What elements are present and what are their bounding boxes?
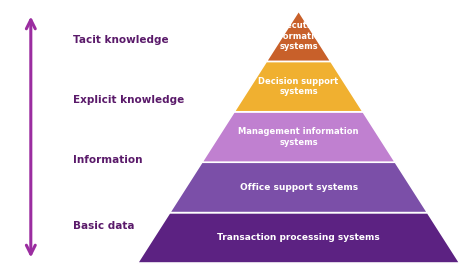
Polygon shape xyxy=(202,112,395,162)
Text: Explicit knowledge: Explicit knowledge xyxy=(73,95,185,105)
Text: Tacit knowledge: Tacit knowledge xyxy=(73,35,169,45)
Polygon shape xyxy=(137,213,460,263)
Text: Transaction processing systems: Transaction processing systems xyxy=(217,233,380,242)
Text: Executive
information
systems: Executive information systems xyxy=(271,21,327,51)
Text: Management information
systems: Management information systems xyxy=(238,127,359,147)
Text: Basic data: Basic data xyxy=(73,221,135,231)
Polygon shape xyxy=(266,11,331,61)
Text: Office support systems: Office support systems xyxy=(239,183,358,192)
Text: Information: Information xyxy=(73,155,143,165)
Polygon shape xyxy=(170,162,428,213)
Polygon shape xyxy=(234,61,363,112)
Text: Decision support
systems: Decision support systems xyxy=(258,77,339,96)
